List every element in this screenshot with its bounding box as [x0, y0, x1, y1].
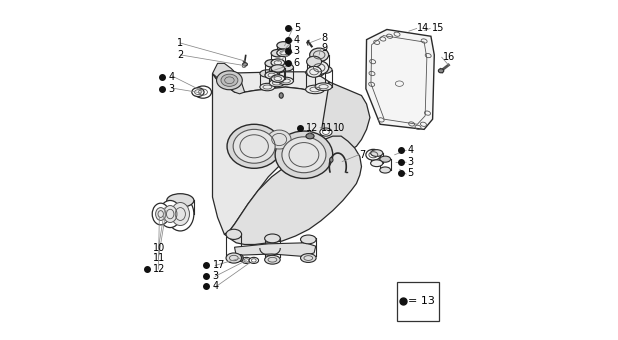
Text: 8: 8: [322, 33, 328, 43]
Ellipse shape: [279, 77, 294, 85]
Ellipse shape: [438, 69, 444, 73]
Ellipse shape: [307, 66, 321, 77]
Ellipse shape: [221, 74, 238, 86]
Ellipse shape: [195, 86, 211, 98]
Text: 4: 4: [213, 282, 219, 291]
Text: 1: 1: [177, 38, 183, 48]
Polygon shape: [224, 136, 362, 244]
Text: 5: 5: [294, 23, 300, 33]
Text: 7: 7: [359, 150, 365, 160]
Ellipse shape: [249, 257, 258, 264]
Ellipse shape: [271, 65, 285, 72]
Ellipse shape: [310, 48, 329, 62]
Text: 10: 10: [333, 123, 345, 133]
Ellipse shape: [265, 255, 280, 264]
Polygon shape: [213, 73, 329, 234]
Polygon shape: [321, 82, 370, 163]
Ellipse shape: [216, 71, 242, 90]
Text: 4: 4: [294, 35, 300, 45]
Ellipse shape: [271, 49, 285, 57]
Ellipse shape: [282, 137, 326, 173]
Ellipse shape: [167, 194, 194, 207]
Text: 5: 5: [407, 168, 413, 179]
Ellipse shape: [275, 131, 332, 178]
Ellipse shape: [307, 56, 321, 67]
Ellipse shape: [300, 235, 316, 244]
Text: 10: 10: [153, 243, 166, 253]
Text: 3: 3: [294, 47, 300, 56]
Text: 12: 12: [306, 123, 318, 133]
Text: 14: 14: [417, 23, 430, 33]
Ellipse shape: [306, 68, 324, 77]
Ellipse shape: [269, 79, 284, 87]
Ellipse shape: [329, 157, 333, 162]
Ellipse shape: [279, 64, 294, 71]
Ellipse shape: [371, 150, 383, 156]
Text: 9: 9: [322, 43, 328, 53]
Text: 6: 6: [294, 58, 300, 68]
Ellipse shape: [233, 129, 275, 163]
Ellipse shape: [265, 71, 279, 79]
Ellipse shape: [265, 234, 280, 243]
Ellipse shape: [268, 130, 291, 149]
Ellipse shape: [279, 93, 283, 98]
Ellipse shape: [306, 133, 314, 139]
Polygon shape: [213, 63, 245, 94]
Polygon shape: [213, 72, 329, 92]
Ellipse shape: [242, 257, 251, 264]
Text: 3: 3: [169, 84, 175, 94]
Text: 3: 3: [407, 156, 413, 167]
Ellipse shape: [227, 124, 281, 168]
Ellipse shape: [380, 167, 391, 173]
Ellipse shape: [152, 203, 169, 225]
Ellipse shape: [380, 156, 391, 162]
Ellipse shape: [269, 66, 284, 73]
Ellipse shape: [310, 61, 329, 74]
Ellipse shape: [260, 70, 275, 77]
Ellipse shape: [156, 208, 166, 220]
Text: 2: 2: [177, 50, 183, 60]
Ellipse shape: [320, 128, 332, 136]
Ellipse shape: [226, 229, 242, 239]
Text: 4: 4: [407, 145, 413, 155]
Ellipse shape: [167, 197, 194, 231]
Ellipse shape: [265, 59, 279, 67]
Polygon shape: [234, 243, 316, 256]
Ellipse shape: [366, 149, 381, 160]
Ellipse shape: [226, 253, 242, 263]
Ellipse shape: [260, 83, 275, 91]
Polygon shape: [371, 36, 427, 124]
Ellipse shape: [192, 88, 204, 97]
Bar: [397, 282, 439, 321]
Ellipse shape: [277, 42, 290, 49]
Polygon shape: [366, 30, 434, 129]
Ellipse shape: [238, 255, 243, 261]
Ellipse shape: [277, 49, 290, 56]
Text: 11: 11: [321, 123, 333, 133]
Ellipse shape: [300, 254, 316, 262]
Ellipse shape: [371, 160, 383, 167]
Text: 12: 12: [153, 264, 166, 274]
Ellipse shape: [306, 85, 324, 94]
Text: = 13: = 13: [408, 296, 434, 306]
Ellipse shape: [171, 203, 190, 225]
Ellipse shape: [271, 59, 285, 66]
Text: 11: 11: [153, 253, 166, 263]
Text: 4: 4: [169, 72, 175, 82]
Ellipse shape: [315, 66, 332, 73]
Ellipse shape: [159, 201, 181, 227]
Text: 17: 17: [213, 260, 225, 270]
Ellipse shape: [163, 206, 177, 222]
Ellipse shape: [271, 75, 285, 82]
Ellipse shape: [315, 83, 332, 90]
Text: 16: 16: [442, 52, 455, 62]
Text: 3: 3: [213, 271, 219, 280]
Text: 15: 15: [431, 23, 444, 33]
Ellipse shape: [243, 63, 247, 66]
